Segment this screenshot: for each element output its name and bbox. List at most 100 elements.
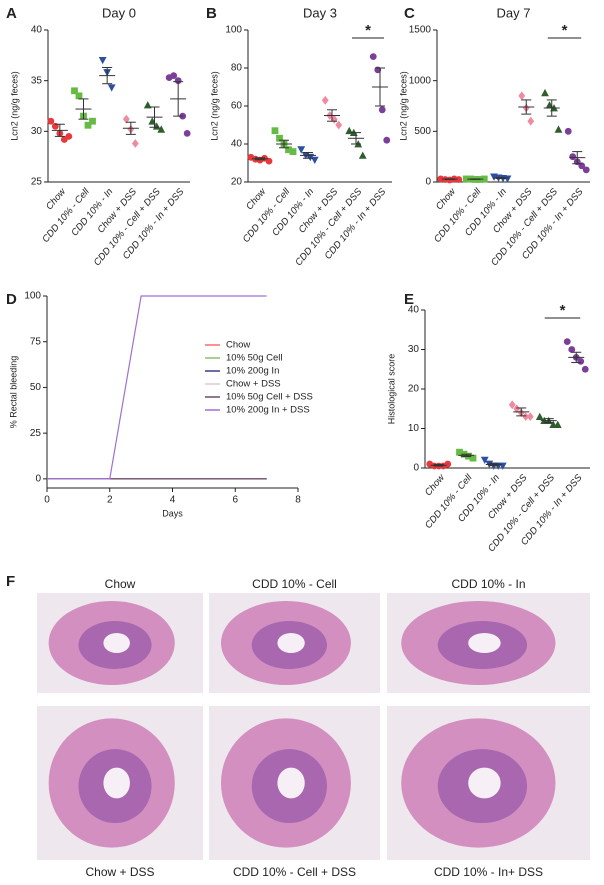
data-point bbox=[276, 134, 283, 142]
data-point bbox=[265, 157, 273, 165]
data-point bbox=[330, 114, 338, 124]
data-point bbox=[65, 133, 73, 140]
legend-label: 10% 50g Cell + DSS bbox=[226, 392, 313, 403]
panel-label: B bbox=[206, 5, 217, 22]
histology-image bbox=[209, 593, 380, 693]
lumen bbox=[468, 767, 501, 799]
chart-title: Day 3 bbox=[303, 5, 337, 20]
y-tick-label: 25 bbox=[31, 177, 43, 188]
panel-label: D bbox=[6, 291, 17, 308]
data-line bbox=[47, 295, 267, 480]
y-tick-label: 75 bbox=[30, 336, 42, 347]
legend-label: 10% 200g In bbox=[226, 366, 279, 377]
data-point bbox=[131, 139, 139, 148]
data-point bbox=[122, 114, 130, 124]
histology-image bbox=[209, 706, 380, 860]
y-tick-label: 20 bbox=[408, 384, 420, 395]
panel-label: C bbox=[404, 5, 415, 22]
data-point bbox=[47, 117, 55, 125]
data-point bbox=[321, 95, 329, 105]
data-point bbox=[75, 92, 83, 100]
data-point bbox=[170, 72, 178, 79]
histology-image bbox=[37, 706, 203, 860]
y-tick-label: 100 bbox=[225, 25, 242, 36]
data-point bbox=[563, 338, 571, 345]
y-tick-label: 40 bbox=[31, 25, 43, 36]
image-caption: CDD 10% - In+ DSS bbox=[434, 865, 543, 879]
data-point bbox=[456, 448, 463, 456]
panel-label: E bbox=[404, 291, 414, 308]
lumen bbox=[468, 633, 501, 653]
legend-label: 10% 50g Cell bbox=[226, 353, 283, 364]
image-caption: CDD 10% - In bbox=[451, 577, 525, 591]
data-point bbox=[541, 88, 549, 97]
x-tick-label: Chow bbox=[423, 472, 448, 499]
legend-label: Chow + DSS bbox=[226, 379, 281, 390]
significance-label: * bbox=[365, 22, 371, 39]
y-tick-label: 30 bbox=[408, 344, 420, 355]
data-point bbox=[335, 120, 343, 130]
x-tick-label: 8 bbox=[295, 495, 301, 506]
data-point bbox=[462, 175, 470, 183]
y-tick-label: 35 bbox=[31, 75, 43, 86]
data-point bbox=[98, 57, 107, 65]
y-tick-label: 20 bbox=[231, 177, 243, 188]
lumen bbox=[277, 633, 305, 653]
data-point bbox=[554, 125, 563, 133]
data-point bbox=[174, 77, 182, 85]
data-point bbox=[378, 106, 386, 114]
histology-image bbox=[37, 593, 203, 693]
lumen bbox=[277, 767, 305, 799]
data-point bbox=[568, 346, 576, 353]
x-tick-label: 2 bbox=[107, 495, 113, 506]
image-caption: CDD 10% - Cell bbox=[252, 577, 337, 591]
data-point bbox=[564, 127, 572, 135]
y-axis-label: Lcn2 (ng/g feces) bbox=[9, 71, 19, 141]
x-tick-label: Chow bbox=[434, 186, 459, 213]
data-point bbox=[480, 456, 489, 464]
y-tick-label: 50 bbox=[30, 382, 42, 393]
data-point bbox=[577, 357, 585, 365]
data-point bbox=[581, 365, 589, 373]
data-point bbox=[455, 176, 463, 183]
y-tick-label: 0 bbox=[425, 177, 431, 188]
y-axis-label: Histological score bbox=[386, 354, 396, 425]
y-axis-label: % Rectal bleeding bbox=[8, 356, 18, 429]
y-tick-label: 10 bbox=[408, 423, 420, 434]
x-tick-label: 6 bbox=[232, 495, 238, 506]
chart-title: Day 0 bbox=[102, 5, 136, 20]
y-tick-label: 1500 bbox=[409, 25, 432, 36]
y-tick-label: 100 bbox=[24, 291, 41, 302]
y-tick-label: 60 bbox=[231, 101, 243, 112]
data-point bbox=[152, 122, 161, 130]
data-point bbox=[518, 91, 526, 101]
y-tick-label: 40 bbox=[231, 139, 243, 150]
data-point bbox=[527, 116, 535, 126]
data-point bbox=[107, 84, 116, 92]
y-tick-label: 80 bbox=[231, 63, 243, 74]
data-point bbox=[183, 129, 191, 137]
chart-title: Day 7 bbox=[497, 5, 531, 20]
y-tick-label: 25 bbox=[30, 428, 42, 439]
y-tick-label: 0 bbox=[413, 463, 419, 474]
significance-label: * bbox=[562, 22, 568, 39]
panel-label: A bbox=[6, 5, 17, 22]
data-point bbox=[508, 400, 516, 410]
data-point bbox=[513, 404, 521, 414]
data-point bbox=[383, 136, 391, 144]
significance-label: * bbox=[560, 302, 566, 319]
legend-label: Chow bbox=[226, 340, 250, 351]
x-tick-label: 0 bbox=[44, 495, 50, 506]
image-caption: Chow bbox=[105, 577, 136, 591]
y-tick-label: 40 bbox=[408, 305, 420, 316]
y-axis-label: Lcn2 (ng/g feces) bbox=[209, 71, 219, 141]
data-point bbox=[480, 175, 488, 183]
data-point bbox=[582, 166, 590, 174]
image-caption: Chow + DSS bbox=[85, 865, 154, 879]
lumen bbox=[103, 633, 130, 653]
data-point bbox=[84, 121, 92, 129]
data-point bbox=[526, 412, 534, 422]
y-tick-label: 0 bbox=[35, 473, 41, 484]
data-point bbox=[469, 454, 477, 462]
